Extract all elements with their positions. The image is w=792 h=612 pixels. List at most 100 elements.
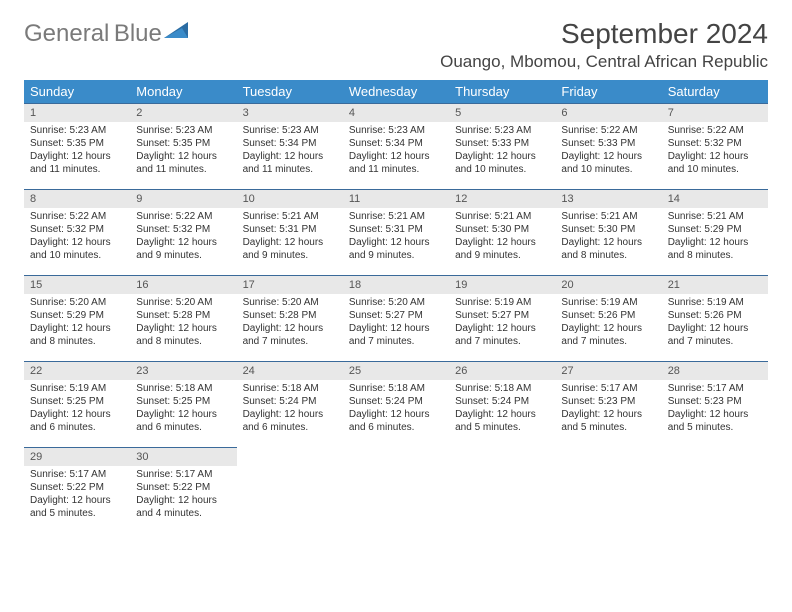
day-content: Sunrise: 5:20 AMSunset: 5:28 PMDaylight:…	[237, 294, 343, 352]
day-content: Sunrise: 5:23 AMSunset: 5:34 PMDaylight:…	[343, 122, 449, 180]
sunset-line: Sunset: 5:24 PM	[455, 395, 549, 408]
day-number: 22	[24, 361, 130, 380]
calendar-cell: 4Sunrise: 5:23 AMSunset: 5:34 PMDaylight…	[343, 103, 449, 189]
day-content: Sunrise: 5:17 AMSunset: 5:23 PMDaylight:…	[662, 380, 768, 438]
calendar-cell	[237, 447, 343, 533]
day-content: Sunrise: 5:23 AMSunset: 5:35 PMDaylight:…	[130, 122, 236, 180]
sunrise-line: Sunrise: 5:19 AM	[455, 296, 549, 309]
daylight-line: Daylight: 12 hours and 11 minutes.	[30, 150, 124, 176]
calendar-cell: 22Sunrise: 5:19 AMSunset: 5:25 PMDayligh…	[24, 361, 130, 447]
logo-text-blue: Blue	[114, 20, 162, 47]
day-content: Sunrise: 5:22 AMSunset: 5:33 PMDaylight:…	[555, 122, 661, 180]
day-content: Sunrise: 5:18 AMSunset: 5:24 PMDaylight:…	[449, 380, 555, 438]
header: General Blue September 2024 Ouango, Mbom…	[24, 18, 768, 72]
calendar-cell	[449, 447, 555, 533]
sunset-line: Sunset: 5:32 PM	[668, 137, 762, 150]
sunrise-line: Sunrise: 5:17 AM	[136, 468, 230, 481]
daylight-line: Daylight: 12 hours and 9 minutes.	[349, 236, 443, 262]
day-number: 11	[343, 189, 449, 208]
calendar-cell: 15Sunrise: 5:20 AMSunset: 5:29 PMDayligh…	[24, 275, 130, 361]
day-number: 24	[237, 361, 343, 380]
day-number: 23	[130, 361, 236, 380]
daylight-line: Daylight: 12 hours and 9 minutes.	[136, 236, 230, 262]
day-header: Monday	[130, 80, 236, 103]
sunset-line: Sunset: 5:35 PM	[136, 137, 230, 150]
daylight-line: Daylight: 12 hours and 11 minutes.	[243, 150, 337, 176]
sunrise-line: Sunrise: 5:19 AM	[561, 296, 655, 309]
calendar-cell: 9Sunrise: 5:22 AMSunset: 5:32 PMDaylight…	[130, 189, 236, 275]
calendar-cell: 28Sunrise: 5:17 AMSunset: 5:23 PMDayligh…	[662, 361, 768, 447]
calendar-cell: 5Sunrise: 5:23 AMSunset: 5:33 PMDaylight…	[449, 103, 555, 189]
sunset-line: Sunset: 5:34 PM	[243, 137, 337, 150]
day-number: 27	[555, 361, 661, 380]
calendar-cell: 19Sunrise: 5:19 AMSunset: 5:27 PMDayligh…	[449, 275, 555, 361]
sunset-line: Sunset: 5:35 PM	[30, 137, 124, 150]
sunrise-line: Sunrise: 5:22 AM	[668, 124, 762, 137]
calendar-cell: 3Sunrise: 5:23 AMSunset: 5:34 PMDaylight…	[237, 103, 343, 189]
day-header: Tuesday	[237, 80, 343, 103]
calendar-cell: 14Sunrise: 5:21 AMSunset: 5:29 PMDayligh…	[662, 189, 768, 275]
day-content: Sunrise: 5:17 AMSunset: 5:22 PMDaylight:…	[24, 466, 130, 524]
sunrise-line: Sunrise: 5:20 AM	[349, 296, 443, 309]
day-content: Sunrise: 5:19 AMSunset: 5:26 PMDaylight:…	[555, 294, 661, 352]
sunset-line: Sunset: 5:27 PM	[455, 309, 549, 322]
day-number: 8	[24, 189, 130, 208]
daylight-line: Daylight: 12 hours and 5 minutes.	[30, 494, 124, 520]
sunrise-line: Sunrise: 5:22 AM	[30, 210, 124, 223]
calendar-cell	[662, 447, 768, 533]
logo-text-gray: General	[24, 20, 109, 47]
daylight-line: Daylight: 12 hours and 8 minutes.	[136, 322, 230, 348]
day-content: Sunrise: 5:18 AMSunset: 5:25 PMDaylight:…	[130, 380, 236, 438]
daylight-line: Daylight: 12 hours and 10 minutes.	[668, 150, 762, 176]
day-number: 3	[237, 103, 343, 122]
day-number: 2	[130, 103, 236, 122]
sunrise-line: Sunrise: 5:17 AM	[30, 468, 124, 481]
sunrise-line: Sunrise: 5:20 AM	[243, 296, 337, 309]
day-header: Wednesday	[343, 80, 449, 103]
daylight-line: Daylight: 12 hours and 5 minutes.	[455, 408, 549, 434]
sunrise-line: Sunrise: 5:21 AM	[561, 210, 655, 223]
sunrise-line: Sunrise: 5:19 AM	[668, 296, 762, 309]
calendar-cell: 18Sunrise: 5:20 AMSunset: 5:27 PMDayligh…	[343, 275, 449, 361]
calendar-cell: 29Sunrise: 5:17 AMSunset: 5:22 PMDayligh…	[24, 447, 130, 533]
day-content: Sunrise: 5:21 AMSunset: 5:30 PMDaylight:…	[555, 208, 661, 266]
day-content: Sunrise: 5:20 AMSunset: 5:29 PMDaylight:…	[24, 294, 130, 352]
sunrise-line: Sunrise: 5:22 AM	[136, 210, 230, 223]
daylight-line: Daylight: 12 hours and 9 minutes.	[455, 236, 549, 262]
day-number: 12	[449, 189, 555, 208]
day-number: 21	[662, 275, 768, 294]
daylight-line: Daylight: 12 hours and 11 minutes.	[349, 150, 443, 176]
logo: General Blue	[24, 22, 190, 46]
day-content: Sunrise: 5:20 AMSunset: 5:28 PMDaylight:…	[130, 294, 236, 352]
daylight-line: Daylight: 12 hours and 7 minutes.	[349, 322, 443, 348]
day-number: 16	[130, 275, 236, 294]
day-number: 15	[24, 275, 130, 294]
sunset-line: Sunset: 5:25 PM	[30, 395, 124, 408]
sunset-line: Sunset: 5:32 PM	[30, 223, 124, 236]
sunrise-line: Sunrise: 5:23 AM	[136, 124, 230, 137]
sunrise-line: Sunrise: 5:23 AM	[30, 124, 124, 137]
day-number: 7	[662, 103, 768, 122]
calendar-week-row: 8Sunrise: 5:22 AMSunset: 5:32 PMDaylight…	[24, 189, 768, 275]
daylight-line: Daylight: 12 hours and 7 minutes.	[243, 322, 337, 348]
month-title: September 2024	[440, 18, 768, 50]
calendar-cell	[343, 447, 449, 533]
daylight-line: Daylight: 12 hours and 10 minutes.	[455, 150, 549, 176]
title-block: September 2024 Ouango, Mbomou, Central A…	[440, 18, 768, 72]
sunrise-line: Sunrise: 5:20 AM	[136, 296, 230, 309]
calendar-cell: 20Sunrise: 5:19 AMSunset: 5:26 PMDayligh…	[555, 275, 661, 361]
day-header: Friday	[555, 80, 661, 103]
daylight-line: Daylight: 12 hours and 5 minutes.	[668, 408, 762, 434]
day-number: 14	[662, 189, 768, 208]
logo-triangle-icon	[164, 20, 190, 40]
sunrise-line: Sunrise: 5:17 AM	[561, 382, 655, 395]
day-header: Thursday	[449, 80, 555, 103]
day-number: 19	[449, 275, 555, 294]
sunset-line: Sunset: 5:31 PM	[349, 223, 443, 236]
daylight-line: Daylight: 12 hours and 7 minutes.	[668, 322, 762, 348]
calendar-cell: 26Sunrise: 5:18 AMSunset: 5:24 PMDayligh…	[449, 361, 555, 447]
calendar-cell: 11Sunrise: 5:21 AMSunset: 5:31 PMDayligh…	[343, 189, 449, 275]
sunrise-line: Sunrise: 5:21 AM	[243, 210, 337, 223]
calendar-cell: 24Sunrise: 5:18 AMSunset: 5:24 PMDayligh…	[237, 361, 343, 447]
daylight-line: Daylight: 12 hours and 6 minutes.	[30, 408, 124, 434]
